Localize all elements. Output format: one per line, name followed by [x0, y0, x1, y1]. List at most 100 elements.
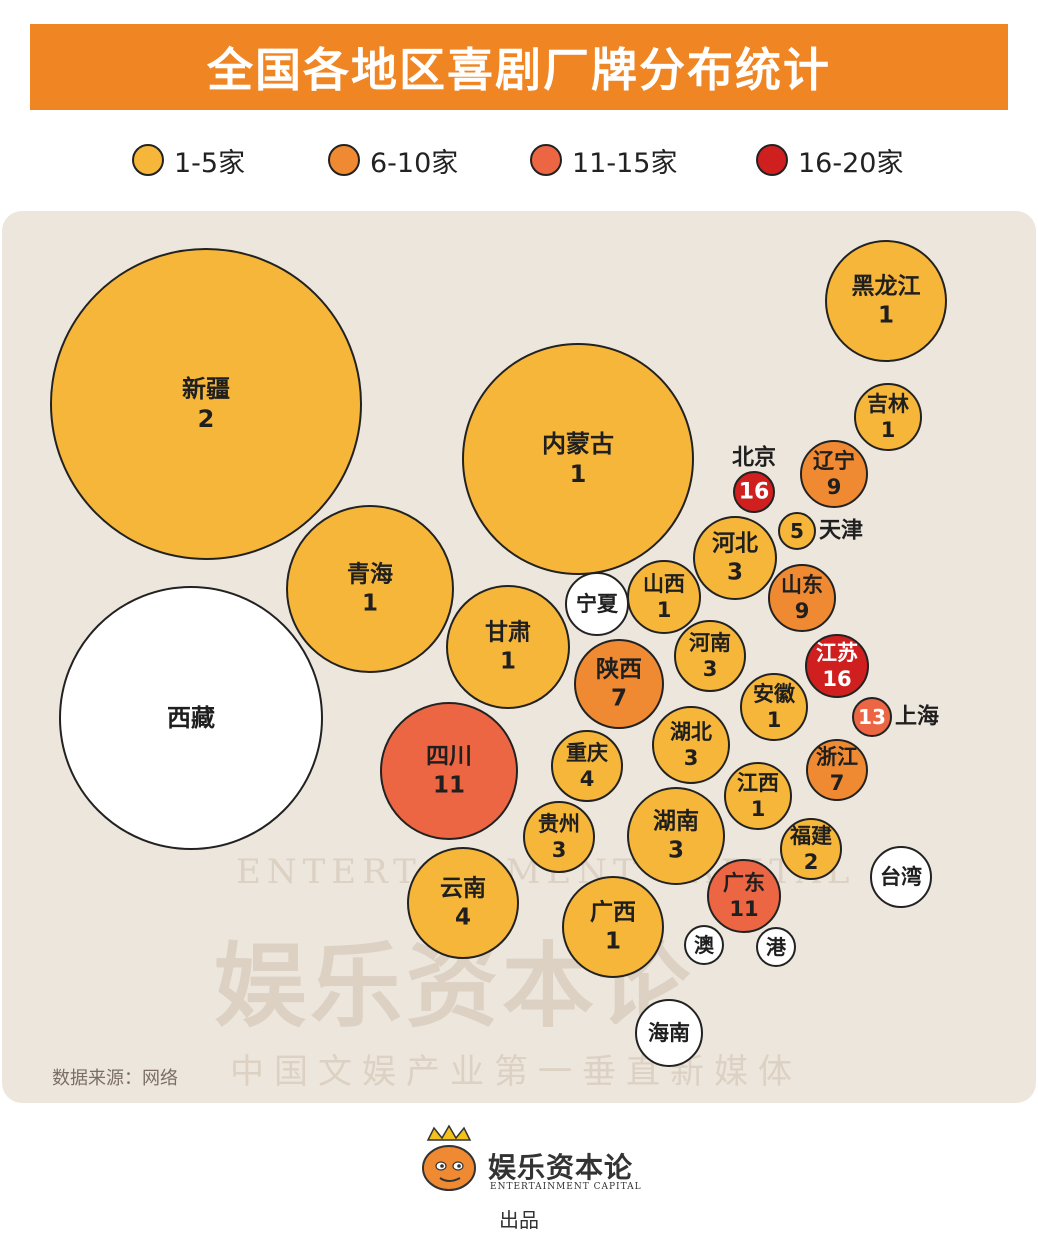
bubble-circle: [286, 505, 454, 673]
bubble-circle: [562, 876, 664, 978]
bubble-湖南: 湖南3: [627, 787, 725, 885]
bubble-circle: [852, 697, 892, 737]
bubble-label: 澳: [694, 933, 715, 957]
bubble-circle: [805, 634, 869, 698]
bubble-贵州: 贵州3: [523, 801, 595, 873]
bubble-value: 5: [790, 519, 804, 543]
bubble-吉林: 吉林1: [854, 383, 922, 451]
bubble-circle: [635, 999, 703, 1067]
bubble-福建: 福建2: [780, 818, 842, 880]
brand-logo-icon: [422, 1124, 476, 1191]
legend-label: 11-15家: [572, 147, 678, 179]
bubble-value: 9: [795, 599, 810, 623]
bubble-value: 1: [605, 928, 621, 954]
legend-label: 16-20家: [798, 147, 904, 179]
bubble-label: 吉林: [867, 392, 909, 416]
bubble-value: 1: [362, 590, 378, 616]
bubble-circle: [407, 847, 519, 959]
legend-swatch: [756, 144, 788, 176]
bubble-circle: [551, 730, 623, 802]
bubble-value: 2: [804, 850, 819, 874]
bubble-label: 安徽: [753, 682, 796, 706]
bubble-浙江: 浙江7: [806, 739, 868, 801]
legend-item-3: 11-15家: [530, 140, 677, 180]
footer-credit: 出品: [499, 1208, 539, 1232]
bubble-西藏: 西藏: [59, 586, 323, 850]
bubble-circle: [733, 471, 775, 513]
bubble-value: 16: [739, 480, 770, 505]
bubble-value: 7: [830, 771, 845, 795]
bubble-circle: [854, 383, 922, 451]
bubble-value: 4: [580, 767, 595, 791]
bubble-label: 西藏: [167, 704, 215, 732]
bubble-label: 四川: [426, 744, 472, 770]
bubble-value: 3: [668, 837, 684, 863]
bubble-label: 港: [766, 935, 787, 959]
bubble-circle: [693, 516, 777, 600]
bubble-label: 福建: [789, 824, 832, 848]
bubble-湖北: 湖北3: [652, 706, 730, 784]
bubble-circle: [59, 586, 323, 850]
bubble-label: 湖北: [670, 720, 712, 744]
bubble-label: 台湾: [880, 865, 922, 889]
bubble-label: 江西: [737, 771, 779, 795]
bubble-澳: 澳: [684, 925, 724, 965]
bubble-新疆: 新疆2: [50, 248, 362, 560]
bubble-circle: [627, 787, 725, 885]
bubble-circle: [825, 240, 947, 362]
bubble-circle: [780, 818, 842, 880]
legend-item-1: 1-5家: [132, 140, 245, 180]
bubble-circle: [462, 343, 694, 575]
title-bar: 全国各地区喜剧厂牌分布统计: [30, 24, 1008, 110]
bubble-label: 广东: [723, 871, 765, 895]
legend-swatch: [132, 144, 164, 176]
bubble-label: 贵州: [538, 812, 580, 836]
bubble-value: 1: [881, 418, 896, 442]
bubble-circle: [778, 512, 816, 550]
legend-item-4: 16-20家: [756, 140, 903, 180]
bubble-label: 天津: [819, 518, 863, 544]
bubble-label: 新疆: [182, 375, 230, 403]
bubble-value: 2: [198, 405, 215, 433]
bubble-value: 9: [827, 475, 842, 499]
page-title: 全国各地区喜剧厂牌分布统计: [207, 43, 831, 97]
bubble-value: 11: [729, 897, 758, 921]
legend-label: 1-5家: [174, 147, 246, 179]
legend: 1-5家 6-10家 11-15家 16-20家: [0, 140, 1038, 180]
bubble-label: 青海: [347, 561, 393, 588]
bubble-circle: [652, 706, 730, 784]
bubble-label: 湖南: [653, 809, 699, 835]
bubble-山东: 山东9: [768, 564, 836, 632]
bubble-circle: [50, 248, 362, 560]
bubble-河北: 河北3: [693, 516, 777, 600]
bubble-label: 北京: [732, 445, 776, 471]
bubble-山西: 山西1: [627, 560, 701, 634]
legend-swatch: [530, 144, 562, 176]
bubble-label: 山西: [643, 572, 685, 596]
bubble-label: 山东: [781, 573, 823, 597]
bubble-circle: [674, 620, 746, 692]
bubble-circle: [380, 702, 518, 840]
bubble-label: 宁夏: [576, 592, 619, 616]
bubble-辽宁: 辽宁9: [800, 440, 868, 508]
bubble-value: 3: [727, 559, 743, 585]
bubble-label: 云南: [440, 876, 486, 902]
bubble-江西: 江西1: [724, 762, 792, 830]
bubble-label: 河南: [689, 631, 731, 655]
bubble-circle: [756, 927, 796, 967]
bubble-安徽: 安徽1: [740, 673, 808, 741]
bubble-广西: 广西1: [562, 876, 664, 978]
bubble-circle: [806, 739, 868, 801]
footer-brand-en: ENTERTAINMENT CAPITAL: [490, 1182, 642, 1192]
data-source: 数据来源：网络: [52, 1068, 178, 1089]
bubble-上海: 13 上海: [852, 697, 939, 737]
bubble-label: 重庆: [566, 741, 608, 765]
bubble-青海: 青海1: [286, 505, 454, 673]
bubble-circle: [707, 859, 781, 933]
bubble-circle: [523, 801, 595, 873]
